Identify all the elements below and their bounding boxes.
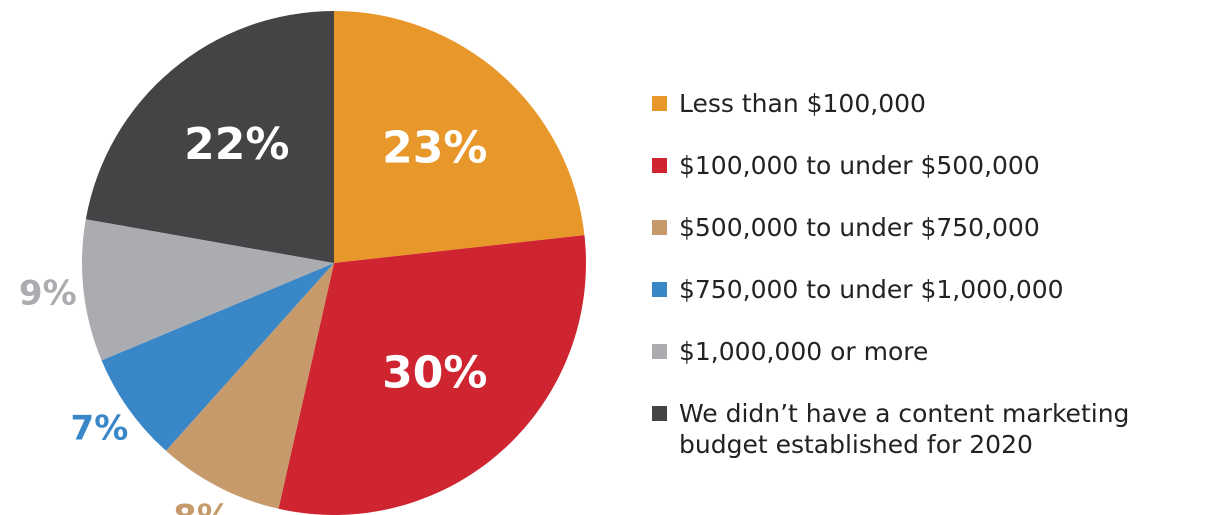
legend-item: Less than $100,000 [650, 88, 1195, 119]
legend-label: $750,000 to under $1,000,000 [679, 275, 1064, 304]
pie-slice [334, 11, 585, 263]
legend-item: $1,000,000 or more [650, 336, 1195, 367]
legend-swatch [652, 282, 667, 297]
slice-label: 22% [184, 119, 289, 170]
legend: Less than $100,000 $100,000 to under $500… [650, 88, 1195, 491]
pie-slice [101, 263, 335, 451]
legend-label: $500,000 to under $750,000 [679, 213, 1040, 242]
slice-label: 30% [382, 348, 487, 399]
pie-slice [278, 235, 586, 515]
pie-slice [85, 11, 334, 263]
legend-item: $100,000 to under $500,000 [650, 150, 1195, 181]
slice-label: 8% [173, 497, 231, 515]
legend-item: We didn’t have a content marketing budge… [650, 398, 1195, 460]
slice-label: 7% [71, 409, 129, 449]
pie-slice [81, 219, 334, 361]
pie: 23% 30% 8% 7% 9% 22% [19, 11, 586, 515]
slice-label: 23% [382, 122, 487, 173]
legend-label: $100,000 to under $500,000 [679, 151, 1040, 180]
legend-swatch [652, 406, 667, 421]
pie-slice [165, 263, 334, 509]
legend-item: $750,000 to under $1,000,000 [650, 274, 1195, 305]
legend-swatch [652, 96, 667, 111]
legend-label: We didn’t have a content marketing budge… [679, 399, 1130, 459]
legend-swatch [652, 158, 667, 173]
slice-label: 9% [19, 273, 77, 313]
legend-label: $1,000,000 or more [679, 337, 929, 366]
legend-swatch [652, 220, 667, 235]
legend-label: Less than $100,000 [679, 89, 926, 118]
legend-swatch [652, 344, 667, 359]
legend-item: $500,000 to under $750,000 [650, 212, 1195, 243]
